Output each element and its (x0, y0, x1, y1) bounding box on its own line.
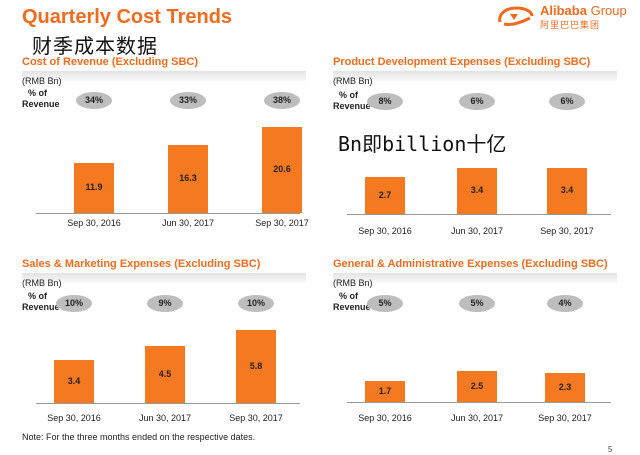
bar-value-label: 2.3 (558, 381, 572, 392)
x-axis-line (36, 213, 300, 214)
chart-panel-1: Cost of Revenue (Excluding SBC) (RMB Bn)%… (22, 56, 309, 232)
x-tick-label: Sep 30, 2017 (255, 218, 309, 228)
handwritten-annotation: Bn即billion十亿 (338, 132, 507, 156)
chart-title: Sales & Marketing Expenses (Excluding SB… (22, 258, 261, 270)
pct-of-revenue-label: % of Revenue (22, 88, 60, 109)
bar-value-label: 3.4 (560, 185, 574, 195)
x-tick-label: Sep 30, 2017 (538, 413, 592, 423)
page-number: 5 (608, 445, 613, 454)
x-axis-line (36, 403, 300, 404)
pct-of-revenue-pill: 6% (549, 93, 585, 110)
bar-value-label: 16.3 (179, 173, 197, 183)
bar (365, 381, 405, 402)
bar (145, 346, 185, 403)
pct-of-revenue-pill: 34% (76, 92, 112, 109)
chart-title: Cost of Revenue (Excluding SBC) (22, 56, 199, 68)
pct-of-revenue-pill: 10% (56, 295, 92, 312)
unit-label: (RMB Bn) (22, 76, 62, 86)
bar-value-label: 11.9 (85, 182, 103, 192)
x-tick-label: Jun 30, 2017 (161, 218, 215, 228)
x-tick-label: Jun 30, 2017 (450, 413, 504, 423)
x-tick-label: Jun 30, 2017 (450, 226, 504, 236)
chart-title: General & Administrative Expenses (Exclu… (333, 258, 608, 270)
x-tick-label: Sep 30, 2017 (540, 226, 594, 236)
bar-value-label: 3.4 (470, 185, 484, 195)
x-tick-label: Sep 30, 2016 (358, 226, 412, 236)
pct-of-revenue-pill: 5% (367, 295, 403, 312)
x-tick-label: Sep 30, 2017 (229, 413, 283, 423)
pct-of-revenue-pill: 6% (459, 93, 495, 110)
unit-label: (RMB Bn) (22, 278, 62, 288)
chart-panel-2: Product Development Expenses (Excluding … (333, 56, 617, 240)
pct-of-revenue-pill: 38% (264, 92, 300, 109)
bar (457, 371, 497, 402)
pct-of-revenue-pill: 5% (459, 295, 495, 312)
unit-label: (RMB Bn) (333, 76, 373, 86)
page-title: Quarterly Cost Trends (22, 6, 233, 28)
logo-brand: Alibaba (540, 3, 587, 18)
bar (365, 177, 405, 214)
x-axis-line (347, 214, 611, 215)
bar (457, 168, 497, 214)
bar (168, 145, 208, 213)
pct-of-revenue-pill: 4% (547, 295, 583, 312)
bar (236, 330, 276, 403)
x-tick-label: Jun 30, 2017 (138, 413, 192, 423)
logo-wordmark: Alibaba Group (540, 3, 627, 18)
chart-title: Product Development Expenses (Excluding … (333, 56, 591, 68)
alibaba-logo-icon (498, 6, 534, 26)
bar (262, 127, 302, 213)
title-underline (333, 273, 617, 283)
bar-value-label: 3.4 (67, 375, 81, 386)
x-tick-label: Sep 30, 2016 (67, 218, 121, 228)
bar-value-label: 5.8 (249, 360, 263, 371)
x-axis-line (347, 402, 611, 403)
x-tick-label: Sep 30, 2016 (358, 413, 412, 423)
bar-value-label: 4.5 (158, 368, 172, 379)
x-tick-label: Sep 30, 2016 (47, 413, 101, 423)
bar-value-label: 2.5 (470, 380, 484, 391)
pct-of-revenue-label: % of Revenue (333, 90, 371, 111)
pct-of-revenue-label: % of Revenue (22, 291, 60, 312)
title-underline (22, 71, 306, 81)
logo-group: Group (590, 3, 627, 18)
bar (54, 360, 94, 403)
title-underline (22, 273, 306, 283)
chinese-subtitle: 财季成本数据 (32, 34, 158, 58)
logo-chinese-name: 阿里巴巴集团 (540, 21, 601, 31)
bar (547, 168, 587, 214)
pct-of-revenue-pill: 33% (170, 92, 206, 109)
pct-of-revenue-pill: 8% (367, 93, 403, 110)
unit-label: (RMB Bn) (333, 278, 373, 288)
pct-of-revenue-label: % of Revenue (333, 291, 371, 312)
bar-value-label: 1.7 (378, 385, 392, 396)
title-underline (333, 71, 617, 81)
bar-value-label: 20.6 (273, 164, 291, 174)
bar-value-label: 2.7 (378, 189, 392, 200)
bar (545, 373, 585, 402)
bar (74, 163, 114, 213)
chart-panel-3: Sales & Marketing Expenses (Excluding SB… (22, 258, 306, 427)
footnote: Note: For the three months ended on the … (22, 432, 256, 442)
pct-of-revenue-pill: 10% (238, 295, 274, 312)
chart-panel-4: General & Administrative Expenses (Exclu… (333, 258, 617, 427)
alibaba-logo: Alibaba Group 阿里巴巴集团 (496, 2, 636, 32)
pct-of-revenue-pill: 9% (147, 295, 183, 312)
